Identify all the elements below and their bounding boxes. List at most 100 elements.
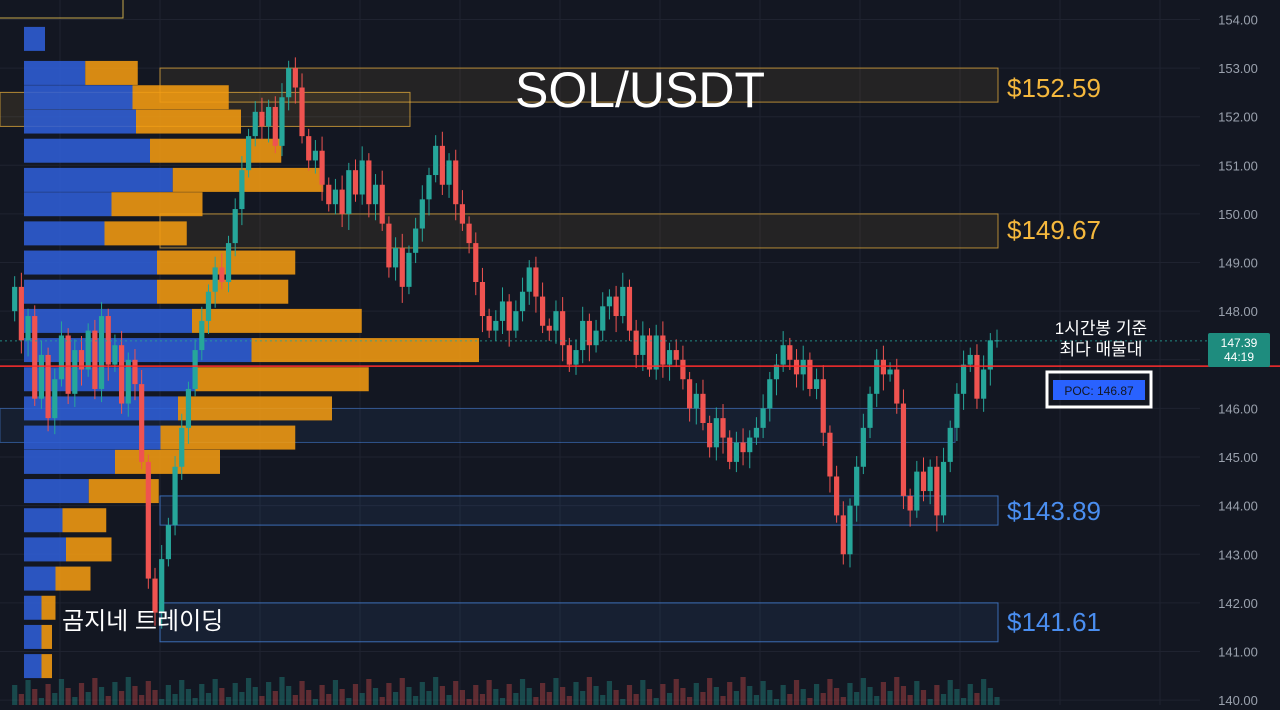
candle-body bbox=[292, 68, 298, 88]
volume-bar bbox=[546, 692, 552, 705]
volume-bar bbox=[867, 687, 873, 705]
candle-body bbox=[98, 316, 105, 389]
volume-bar bbox=[266, 682, 272, 705]
volume-bar bbox=[219, 688, 225, 705]
candle-body bbox=[78, 350, 85, 370]
volume-bar bbox=[687, 697, 693, 705]
candle-body bbox=[740, 442, 746, 453]
candle-body bbox=[720, 418, 726, 438]
candle-body bbox=[473, 243, 479, 282]
volume-bar bbox=[105, 696, 111, 705]
candle-body bbox=[767, 379, 773, 409]
candle-body bbox=[673, 350, 679, 360]
volume-bar bbox=[613, 690, 619, 705]
candle-body bbox=[339, 189, 345, 214]
current-price-tag[interactable] bbox=[1208, 333, 1270, 367]
candle-body bbox=[38, 354, 45, 399]
candle-body bbox=[940, 461, 947, 516]
volume-bar bbox=[339, 689, 345, 705]
volume-bar bbox=[125, 677, 131, 705]
profile-sell-bar bbox=[136, 109, 241, 134]
y-tick-label: 143.00 bbox=[1218, 547, 1258, 562]
profile-buy-bar bbox=[24, 566, 56, 591]
candle-body bbox=[32, 316, 38, 399]
profile-buy-bar bbox=[24, 26, 45, 51]
volume-bar bbox=[459, 690, 466, 705]
poc-highlight-box bbox=[1045, 370, 1153, 409]
candle-body bbox=[947, 427, 953, 462]
volume-bar bbox=[513, 693, 519, 705]
profile-buy-bar bbox=[24, 508, 63, 533]
volume-bar bbox=[199, 684, 205, 705]
candle-body bbox=[660, 335, 666, 365]
candle-body bbox=[747, 437, 753, 453]
volume-bar bbox=[907, 695, 913, 705]
volume-bar bbox=[733, 691, 739, 705]
candle-body bbox=[773, 364, 780, 380]
volume-bar bbox=[479, 694, 486, 705]
candle-body bbox=[266, 106, 272, 127]
volume-bar bbox=[245, 678, 252, 705]
volume-bar bbox=[45, 684, 51, 705]
volume-bar bbox=[65, 688, 71, 705]
candle-body bbox=[580, 320, 586, 351]
volume-bar bbox=[700, 692, 706, 705]
volume-bar bbox=[793, 680, 800, 705]
profile-sell-bar bbox=[55, 566, 91, 591]
volume-bar bbox=[820, 693, 826, 705]
volume-bar bbox=[499, 698, 506, 705]
volume-bar bbox=[58, 679, 65, 705]
volume-bar bbox=[519, 679, 526, 705]
candles bbox=[0, 57, 1280, 629]
candle-body bbox=[880, 359, 886, 375]
profile-sell-bar bbox=[85, 60, 138, 85]
candle-body bbox=[145, 461, 151, 579]
candle-body bbox=[934, 466, 940, 516]
y-tick-label: 140.00 bbox=[1218, 693, 1258, 705]
volume-bar bbox=[453, 681, 459, 705]
candle-body bbox=[533, 267, 539, 297]
volume-bar bbox=[974, 693, 980, 705]
y-tick-label: 149.00 bbox=[1218, 256, 1258, 271]
profile-buy-bar bbox=[24, 425, 161, 450]
volume-bar bbox=[780, 685, 786, 705]
profile-buy-bar bbox=[24, 167, 173, 192]
volume-bar bbox=[880, 682, 886, 705]
candle-body bbox=[954, 393, 960, 428]
volume-bar bbox=[85, 692, 91, 705]
volume-bar bbox=[119, 691, 125, 705]
volume-bar bbox=[319, 685, 325, 705]
candle-body bbox=[707, 423, 713, 448]
volume-bar bbox=[626, 685, 633, 705]
profile-sell-bar bbox=[104, 221, 187, 246]
poc-label: POC: 146.87 bbox=[1064, 384, 1134, 398]
volume-bar bbox=[392, 692, 399, 705]
profile-sell-bar bbox=[66, 537, 112, 562]
profile-sell-bar bbox=[178, 396, 332, 421]
volume-bar bbox=[25, 680, 31, 705]
volume-bar bbox=[633, 694, 639, 705]
candle-body bbox=[687, 379, 693, 409]
volume-bar bbox=[379, 697, 385, 705]
volume-bar bbox=[586, 677, 592, 705]
profile-buy-bar bbox=[24, 85, 133, 110]
candle-body bbox=[860, 427, 866, 467]
candle-body bbox=[446, 160, 452, 185]
candle-body bbox=[914, 471, 920, 511]
volume-bar bbox=[493, 689, 499, 705]
candle-body bbox=[25, 316, 31, 341]
volume-bar bbox=[740, 677, 746, 705]
profile-sell-bar bbox=[132, 85, 229, 110]
volume-bar bbox=[132, 686, 138, 705]
volume-bar bbox=[52, 693, 58, 705]
candle-body bbox=[820, 379, 826, 433]
volume-bar bbox=[987, 688, 993, 705]
volume-bar bbox=[272, 691, 278, 705]
candle-body bbox=[205, 291, 212, 321]
candle-body bbox=[907, 495, 913, 511]
candle-body bbox=[426, 175, 432, 200]
candle-body bbox=[479, 282, 486, 317]
candle-body bbox=[12, 286, 18, 312]
profile-buy-bar bbox=[24, 192, 112, 217]
